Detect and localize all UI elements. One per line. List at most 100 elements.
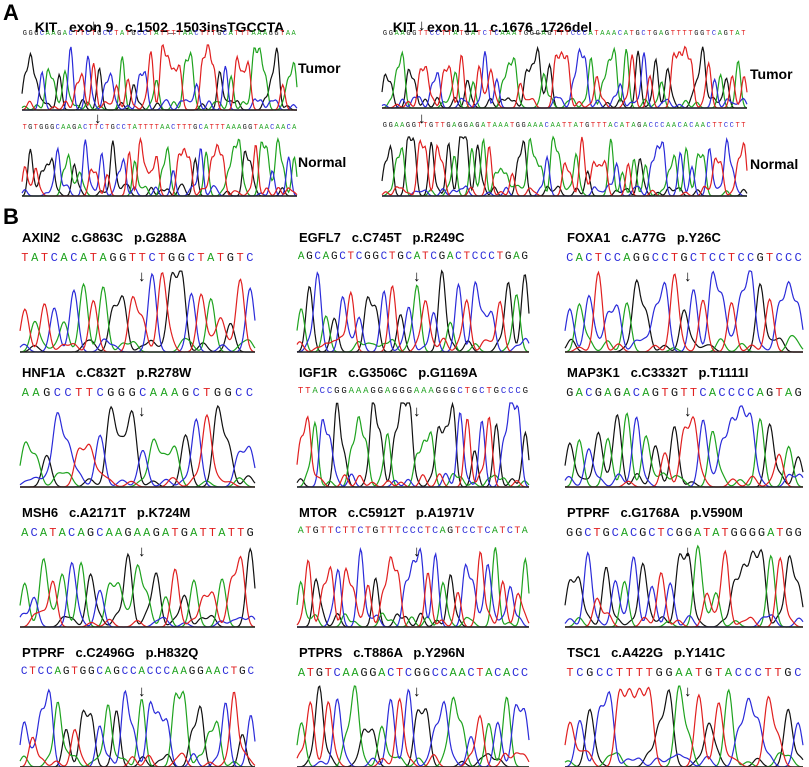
base-letter: G bbox=[442, 386, 449, 396]
base-letter: A bbox=[603, 386, 613, 400]
base-letter: C bbox=[507, 386, 514, 396]
base-letter: A bbox=[98, 251, 108, 265]
base-letter: A bbox=[413, 386, 420, 396]
trace-a bbox=[297, 417, 529, 487]
base-letter: T bbox=[379, 526, 386, 537]
variant-cdna: c.A77G bbox=[621, 230, 666, 245]
base-letter: G bbox=[177, 251, 187, 265]
base-letter: A bbox=[355, 386, 362, 396]
variant-header: FOXA1 c.A77G p.Y26C bbox=[567, 230, 721, 245]
base-letter: C bbox=[147, 251, 157, 265]
base-letter: C bbox=[67, 526, 76, 540]
base-letter: C bbox=[506, 526, 513, 537]
base-letter: T bbox=[763, 666, 773, 680]
base-letter: C bbox=[727, 386, 737, 400]
variant-gene: MAP3K1 bbox=[567, 365, 620, 380]
base-letter: T bbox=[463, 251, 471, 263]
base-letter: C bbox=[733, 666, 743, 680]
base-letter: A bbox=[205, 666, 213, 678]
base-letter: C bbox=[793, 666, 803, 680]
base-letter: T bbox=[660, 386, 670, 400]
mutation-arrow-icon: ↓ bbox=[413, 683, 421, 700]
base-letter: C bbox=[584, 386, 594, 400]
base-letter: C bbox=[417, 526, 424, 537]
base-letter: G bbox=[664, 666, 674, 680]
tumor-label: Tumor bbox=[750, 66, 793, 82]
base-letter: G bbox=[755, 251, 765, 265]
base-letter: T bbox=[388, 251, 396, 263]
kit-exon9-normal-sequence: TGTGGGCAAGACTTCTGCCTATTTTAACTTTGCATTTAAA… bbox=[22, 124, 297, 132]
base-letter: A bbox=[59, 251, 69, 265]
base-letter: A bbox=[322, 251, 330, 263]
variant-cdna: c.A422G bbox=[611, 645, 663, 660]
base-letter: C bbox=[605, 666, 615, 680]
variant-gene: PTPRF bbox=[567, 505, 610, 520]
variant-cdna: c.T886A bbox=[353, 645, 402, 660]
base-letter: G bbox=[225, 251, 235, 265]
base-letter: T bbox=[157, 251, 167, 265]
base-letter: A bbox=[484, 666, 493, 680]
base-letter: C bbox=[467, 666, 476, 680]
base-letter: A bbox=[766, 526, 775, 540]
kit-exon11-tumor-chromatogram bbox=[382, 43, 747, 108]
base-letter: A bbox=[491, 526, 498, 537]
base-letter: C bbox=[431, 526, 438, 537]
base-letter: C bbox=[595, 666, 605, 680]
mutation-arrow-icon: ↓ bbox=[684, 683, 692, 700]
base-letter: G bbox=[180, 526, 189, 540]
base-letter: C bbox=[63, 386, 74, 400]
base-letter: C bbox=[186, 251, 196, 265]
variant-protein: p.T1111I bbox=[699, 365, 749, 380]
base-letter: C bbox=[708, 251, 718, 265]
base-letter: A bbox=[79, 251, 89, 265]
base-letter: G bbox=[123, 526, 132, 540]
variant-gene: PTPRS bbox=[299, 645, 342, 660]
tumor-label: Tumor bbox=[298, 60, 341, 76]
base-letter: G bbox=[783, 666, 793, 680]
base-letter: A bbox=[189, 526, 198, 540]
base-letter: T bbox=[454, 526, 461, 537]
base-letter: C bbox=[575, 666, 585, 680]
trace-g bbox=[297, 575, 529, 627]
base-letter: A bbox=[724, 666, 734, 680]
base-letter: G bbox=[127, 386, 138, 400]
base-letter: G bbox=[704, 666, 714, 680]
base-letter: T bbox=[137, 251, 147, 265]
base-letter: T bbox=[475, 666, 484, 680]
variant-protein: p.H832Q bbox=[146, 645, 199, 660]
base-letter: A bbox=[420, 386, 427, 396]
base-letter: G bbox=[638, 526, 647, 540]
base-letter: G bbox=[574, 526, 583, 540]
base-letter: C bbox=[454, 251, 462, 263]
mutation-arrow-icon: ↓ bbox=[684, 268, 692, 285]
variant-gene: HNF1A bbox=[22, 365, 65, 380]
base-letter: T bbox=[424, 526, 431, 537]
base-letter: C bbox=[52, 386, 63, 400]
base-letter: A bbox=[620, 526, 629, 540]
base-letter: C bbox=[245, 251, 255, 265]
base-letter: G bbox=[422, 666, 431, 680]
base-letter: A bbox=[297, 526, 304, 537]
base-letter: A bbox=[104, 666, 112, 678]
variant-cdna: c.C3332T bbox=[631, 365, 688, 380]
base-letter: G bbox=[151, 526, 160, 540]
base-letter: G bbox=[41, 386, 52, 400]
base-letter: A bbox=[684, 666, 694, 680]
trace-g bbox=[382, 47, 747, 108]
variant-protein: p.V590M bbox=[690, 505, 743, 520]
base-letter: C bbox=[409, 526, 416, 537]
base-letter: T bbox=[476, 526, 483, 537]
base-letter: A bbox=[297, 666, 306, 680]
trace-c bbox=[20, 274, 255, 352]
mutation-arrow-icon: ↓ bbox=[413, 403, 421, 420]
mutation-arrow-icon: ↓ bbox=[418, 17, 426, 34]
base-letter: T bbox=[624, 666, 634, 680]
base-letter: G bbox=[212, 386, 223, 400]
base-letter: G bbox=[757, 526, 766, 540]
base-letter: C bbox=[651, 251, 661, 265]
base-letter: A bbox=[161, 526, 170, 540]
base-letter: G bbox=[784, 526, 793, 540]
